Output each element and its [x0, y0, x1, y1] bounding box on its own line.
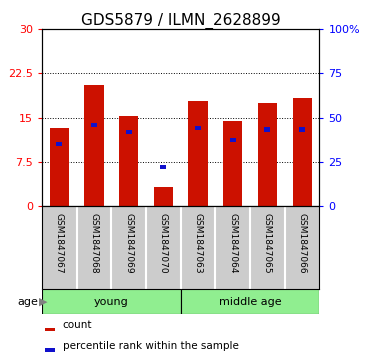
FancyBboxPatch shape [42, 289, 181, 314]
Text: GSM1847068: GSM1847068 [89, 213, 99, 273]
Title: GDS5879 / ILMN_2628899: GDS5879 / ILMN_2628899 [81, 13, 281, 29]
Text: age: age [17, 297, 38, 307]
Bar [188, 101, 208, 206]
Text: GSM1847065: GSM1847065 [263, 213, 272, 273]
Bar [258, 103, 277, 206]
Bar [45, 328, 55, 331]
Text: percentile rank within the sample: percentile rank within the sample [63, 341, 239, 351]
Text: GSM1847070: GSM1847070 [159, 213, 168, 273]
Text: middle age: middle age [219, 297, 281, 307]
Bar [195, 126, 201, 130]
Bar [223, 121, 242, 206]
Bar [154, 187, 173, 206]
Bar [45, 348, 55, 352]
Text: GSM1847067: GSM1847067 [55, 213, 64, 273]
Bar [292, 98, 312, 206]
Bar [264, 127, 270, 131]
Text: GSM1847063: GSM1847063 [193, 213, 203, 273]
Bar [160, 164, 166, 169]
Bar [119, 116, 138, 206]
Bar [91, 123, 97, 127]
Bar [230, 138, 236, 142]
Bar [56, 142, 62, 146]
Bar [50, 128, 69, 206]
Bar [126, 130, 132, 134]
Text: young: young [94, 297, 129, 307]
FancyBboxPatch shape [181, 289, 319, 314]
Text: GSM1847064: GSM1847064 [228, 213, 237, 273]
Text: ▶: ▶ [39, 297, 48, 307]
Bar [84, 85, 104, 206]
Text: count: count [63, 321, 92, 330]
Bar [299, 127, 305, 131]
Text: GSM1847066: GSM1847066 [297, 213, 307, 273]
Text: GSM1847069: GSM1847069 [124, 213, 133, 273]
